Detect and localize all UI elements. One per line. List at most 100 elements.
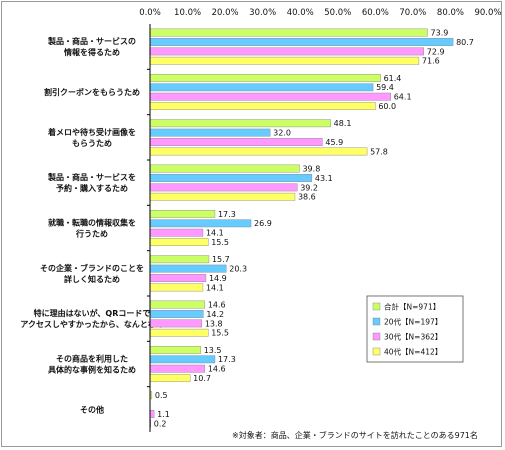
category-label: 行うため xyxy=(75,229,108,239)
bar xyxy=(149,83,374,92)
bar xyxy=(149,346,201,354)
x-tick-label: 0.0% xyxy=(139,8,161,18)
legend: 合計【N=971】 20代【N=197】 30代【N=362】 40代【N=412】 xyxy=(366,295,464,363)
value-label: 13.5 xyxy=(204,346,222,355)
value-label: 48.1 xyxy=(334,119,352,128)
legend-swatch xyxy=(372,347,381,356)
value-label: 80.7 xyxy=(456,38,474,47)
category-label: 予約・購入するため xyxy=(56,183,128,193)
category-label: 詳しく知るため xyxy=(64,274,120,284)
value-label: 1.1 xyxy=(157,410,170,419)
x-tick-label: 30.0% xyxy=(249,8,276,18)
legend-swatch xyxy=(372,317,381,326)
value-label: 59.4 xyxy=(376,83,394,92)
value-label: 39.8 xyxy=(302,164,320,173)
x-tick-label: 70.0% xyxy=(399,8,426,18)
bar xyxy=(149,228,204,237)
bar xyxy=(149,138,323,146)
category-label: その商品を利用した xyxy=(56,354,128,364)
value-label: 0.5 xyxy=(155,391,168,400)
bar xyxy=(149,264,227,273)
bar xyxy=(149,319,203,328)
value-label: 32.0 xyxy=(273,129,291,138)
value-label: 45.9 xyxy=(325,138,343,147)
value-label: 14.6 xyxy=(208,365,226,374)
value-label: 71.6 xyxy=(422,57,440,66)
value-label: 15.5 xyxy=(211,329,229,338)
bar xyxy=(149,183,298,192)
bar xyxy=(149,255,210,264)
value-label: 64.1 xyxy=(394,93,412,102)
x-tick-label: 40.0% xyxy=(287,8,314,18)
bar xyxy=(149,209,216,218)
value-label: 13.8 xyxy=(205,319,223,328)
value-label: 15.7 xyxy=(212,255,230,264)
bar xyxy=(149,238,209,246)
category-label: 就職・転職の情報収集を xyxy=(48,218,136,228)
value-label: 72.9 xyxy=(427,47,445,56)
category-label: その他 xyxy=(80,404,104,414)
bar xyxy=(149,174,313,182)
category-label: 具体的な事例を知るため xyxy=(48,365,136,375)
x-tick-label: 10.0% xyxy=(174,8,201,18)
value-label: 73.9 xyxy=(431,28,449,37)
bar xyxy=(149,92,391,101)
x-tick-label: 20.0% xyxy=(212,8,239,18)
bar xyxy=(149,102,376,111)
category-label: 割引クーポンをもらうため xyxy=(44,87,140,97)
bars xyxy=(149,28,454,428)
bar xyxy=(149,128,271,137)
bar xyxy=(149,410,155,418)
bar xyxy=(149,147,368,156)
bar xyxy=(149,164,300,173)
bar xyxy=(149,119,331,128)
bar xyxy=(149,73,381,82)
legend-box xyxy=(366,295,464,363)
value-label: 14.9 xyxy=(209,274,227,283)
value-label: 43.1 xyxy=(315,174,333,183)
legend-swatch xyxy=(372,302,381,311)
value-label: 20.3 xyxy=(229,265,247,274)
category-label: 特に理由はないが、QRコードで xyxy=(34,308,151,318)
bar xyxy=(149,364,206,373)
bar xyxy=(149,219,252,228)
bar xyxy=(149,56,420,65)
value-label: 14.1 xyxy=(206,229,224,238)
bar xyxy=(149,374,191,382)
category-label: 着メロや待ち受け画像を xyxy=(47,127,136,137)
value-label: 17.3 xyxy=(218,355,236,364)
x-tick-label: 90.0% xyxy=(474,8,501,18)
value-label: 38.6 xyxy=(298,193,316,202)
x-tick-label: 60.0% xyxy=(362,8,389,18)
bar xyxy=(149,38,454,46)
legend-label: 20代【N=197】 xyxy=(384,317,442,327)
value-label: 17.3 xyxy=(218,210,236,219)
category-label: 情報を得るため xyxy=(63,47,120,57)
category-label: 製品・商品・サービスの xyxy=(47,36,136,46)
bar xyxy=(149,328,209,337)
category-label: 製品・商品・サービスを xyxy=(47,172,136,182)
legend-swatch xyxy=(372,332,381,341)
value-labels: 73.9 80.7 72.971.6 61.459.464.160.0 48.1 32.0… xyxy=(154,28,474,428)
value-label: 15.5 xyxy=(211,238,229,247)
value-label: 14.2 xyxy=(206,310,224,319)
value-label: 60.0 xyxy=(378,102,396,111)
category-label: もらうため xyxy=(72,138,112,148)
bar xyxy=(149,274,207,282)
category-label: その企業・ブランドのことを xyxy=(40,263,144,273)
bar xyxy=(149,355,216,364)
bar xyxy=(149,283,204,292)
bar xyxy=(149,310,204,318)
x-tick-label: 80.0% xyxy=(437,8,464,18)
bar xyxy=(149,28,428,37)
annotation-note: ※対象者：商品、企業・ブランドのサイトを訪れたことのある971名 xyxy=(232,430,478,440)
legend-label: 40代【N=412】 xyxy=(384,347,442,357)
bar xyxy=(149,300,206,309)
x-axis-ticks: 0.0% 10.0% 20.0% 30.0% 40.0% 50.0% 60.0% 70.0% 8… xyxy=(139,8,501,18)
category-label: アクセスしやすかったから、なんとなく xyxy=(20,319,163,329)
value-label: 0.2 xyxy=(154,419,167,428)
x-tick-label: 50.0% xyxy=(324,8,351,18)
value-label: 26.9 xyxy=(254,219,272,228)
category-labels: 製品・商品・サービスの情報を得るため割引クーポンをもらうため着メロや待ち受け画像… xyxy=(20,36,163,414)
